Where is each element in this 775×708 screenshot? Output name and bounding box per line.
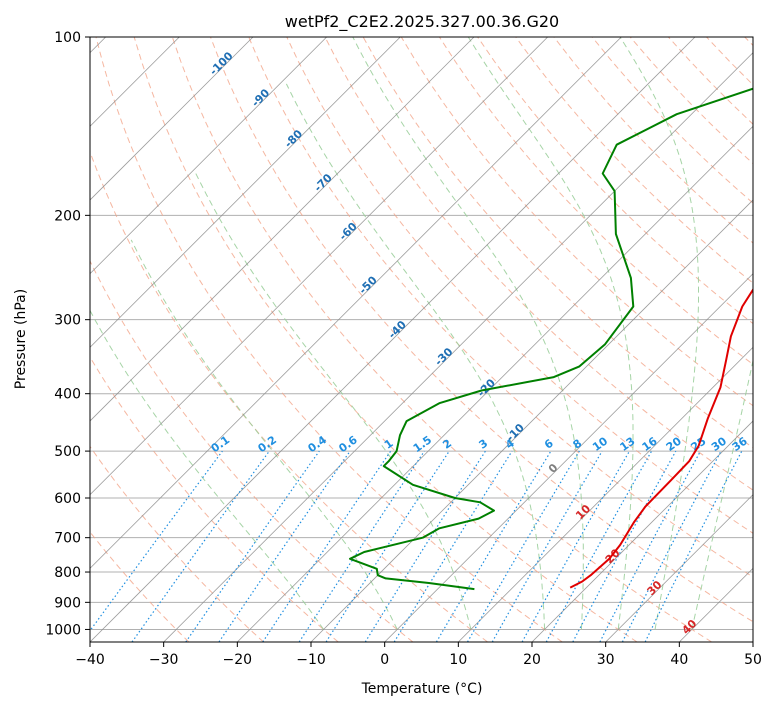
x-tick-label: 0 — [380, 652, 389, 668]
y-tick-label: 500 — [54, 444, 81, 460]
y-tick-label: 300 — [54, 313, 81, 329]
y-tick-label: 200 — [54, 208, 81, 224]
dry-adiabats — [90, 37, 753, 642]
x-tick-label: 20 — [523, 652, 541, 668]
dry-adiabat — [90, 356, 339, 642]
moist-adiabat — [619, 37, 699, 630]
x-axis: −40 −30 −20 −10 0 10 20 30 40 50 — [75, 642, 762, 668]
isotherm-line — [90, 37, 401, 348]
isotherm-line — [458, 346, 753, 642]
x-tick-label: 30 — [597, 652, 615, 668]
y-tick-label: 700 — [54, 531, 81, 547]
mixing-ratio-line — [393, 450, 513, 642]
x-tick-label: −20 — [223, 652, 253, 668]
mixing-ratio-line — [521, 450, 631, 642]
plot-frame — [89, 36, 754, 643]
x-tick-label: 50 — [744, 652, 762, 668]
dry-adiabat — [171, 37, 712, 642]
dry-adiabat — [515, 37, 753, 284]
y-axis: 100 200 300 400 500 600 700 800 900 1000 — [45, 30, 90, 638]
dry-adiabat — [133, 37, 638, 642]
chart-title: wetPf2_C2E2.2025.327.00.36.G20 — [285, 12, 559, 32]
temperature-profile-line — [569, 287, 753, 589]
isotherm-line — [90, 37, 696, 642]
profiles — [349, 87, 753, 591]
y-tick-label: 900 — [54, 595, 81, 611]
x-tick-label: −40 — [75, 652, 105, 668]
moist-adiabat — [467, 37, 634, 630]
y-tick-label: 1000 — [45, 622, 81, 638]
mixing-ratio-line — [572, 450, 677, 642]
x-tick-label: 10 — [449, 652, 467, 668]
isotherm-line — [237, 125, 753, 642]
x-tick-label: 40 — [670, 652, 688, 668]
dry-adiabat — [90, 445, 264, 642]
x-tick-label: −30 — [149, 652, 179, 668]
moist-adiabat — [352, 37, 584, 630]
moist-adiabat — [90, 309, 324, 630]
dewpoint-profile-line — [349, 87, 753, 591]
mixing-ratio-line — [325, 450, 450, 642]
dry-adiabat — [324, 37, 753, 491]
moist-adiabat — [285, 83, 546, 630]
dry-adiabat — [286, 37, 753, 534]
mixing-ratio-line — [131, 450, 270, 642]
isotherm-line — [384, 273, 753, 642]
isotherm-line — [605, 494, 753, 642]
isotherms — [90, 37, 753, 642]
isotherm-line — [90, 37, 254, 201]
y-tick-label: 400 — [54, 387, 81, 403]
dry-adiabat — [248, 37, 753, 578]
y-tick-label: 600 — [54, 491, 81, 507]
isotherm-line — [163, 52, 753, 642]
x-axis-label: Temperature (°C) — [361, 681, 483, 697]
isotherm-line — [90, 37, 475, 422]
dry-adiabat — [210, 37, 753, 623]
mixing-ratio-line — [644, 450, 743, 642]
dry-adiabat — [95, 37, 563, 642]
y-axis-label: Pressure (hPa) — [13, 289, 29, 389]
isotherm-line — [90, 37, 548, 496]
mixing-ratio-line — [262, 450, 392, 642]
mixing-ratio-line — [90, 450, 223, 632]
mixing-ratio-line — [218, 450, 351, 642]
mixing-ratio-line — [298, 450, 425, 642]
y-tick-label: 100 — [54, 30, 81, 46]
x-tick-label: −10 — [296, 652, 326, 668]
y-tick-label: 800 — [54, 565, 81, 581]
dry-adiabat — [90, 259, 414, 642]
isotherm-line — [90, 37, 327, 275]
moist-adiabat — [691, 358, 753, 630]
mixing-ratio-line — [185, 450, 320, 642]
isotherm-line — [90, 37, 622, 569]
moist-adiabat — [195, 173, 472, 630]
isotherm-line — [531, 420, 753, 642]
mixing-ratio-line — [545, 450, 653, 642]
